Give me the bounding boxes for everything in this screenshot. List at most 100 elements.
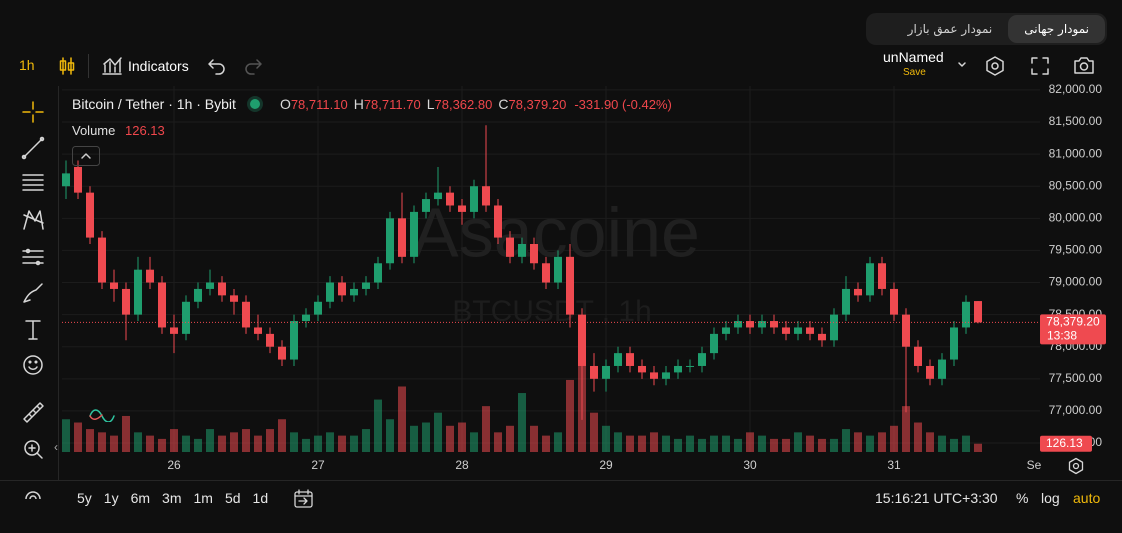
volume-bar [794,432,802,452]
volume-bar [722,435,730,452]
candle-body [326,282,334,302]
x-tick-label: 27 [311,458,325,472]
volume-bar [734,438,742,452]
indicators-button[interactable]: Indicators [128,58,189,74]
ohlc-value: 78,711.70 [363,96,421,112]
volume-bar [182,435,190,452]
save-button[interactable]: Save [903,67,926,78]
y-tick-label: 77,500.00 [1049,371,1103,385]
axis-settings-icon[interactable] [1067,457,1085,475]
range-button[interactable]: 6m [130,490,151,506]
tab[interactable]: نمودار عمق بازار [907,22,993,36]
volume-bar [770,438,778,452]
candle-body [398,218,406,257]
volume-bar [842,429,850,452]
candle-body [98,237,106,283]
indicators-icon[interactable] [101,56,123,76]
volume-bar [242,429,250,452]
volume-bar [782,438,790,452]
volume-bar [890,425,898,452]
auto-toggle[interactable]: auto [1073,490,1101,506]
volume-bar [230,432,238,452]
screenshot-icon[interactable] [1073,55,1095,75]
x-tick-label: 31 [887,458,901,472]
candle-body [698,353,706,366]
symbol-title: Bitcoin / Tether · 1h · Bybit [72,96,236,112]
ohlc-value: 78,379.20 [508,96,567,112]
candle-body [266,333,274,347]
range-button[interactable]: 1d [252,490,269,506]
x-tick-label: 30 [743,458,757,472]
candle-body [230,295,238,302]
market-status [249,99,260,109]
chart-type-icon[interactable] [58,56,76,76]
volume-bar [962,435,970,452]
candle-body [62,173,70,187]
volume-bar [62,419,70,452]
volume-bar [218,435,226,452]
volume-bar [158,438,166,452]
candle-body [134,269,142,315]
layout-menu-icon[interactable] [956,60,968,70]
volume-bar [410,425,418,452]
ohlc-key: O [279,96,291,112]
candle-body [218,282,226,296]
tab[interactable]: نمودار جهانی [1008,15,1105,43]
collapse-legend-button[interactable] [72,146,100,166]
volume-bar [422,422,430,452]
range-button[interactable]: 3m [162,490,182,506]
volume-bar [926,432,934,452]
candle-body [518,244,526,257]
separator [88,54,89,78]
candle-body [950,327,958,360]
countdown: 13:38 [1047,329,1077,343]
candle-body [914,346,922,366]
layout-name[interactable]: unNamed [883,49,944,65]
ohlc-value: 78,362.80 [434,96,493,112]
candle-body [362,282,370,289]
range-button[interactable]: 5d [224,490,241,506]
scroll-left[interactable]: ‹ [54,440,58,454]
log-toggle[interactable]: log [1041,490,1060,506]
volume-bar [758,435,766,452]
candle-body [482,186,490,206]
view-tabs: نمودار جهانی نمودار عمق بازار [866,13,1107,45]
volume-bar [566,379,574,452]
candle-body [458,205,466,212]
candle-body [470,186,478,212]
volume-bar [362,429,370,452]
range-button[interactable]: 1y [103,490,119,506]
interval-button[interactable]: 1h [19,57,35,73]
date-range-icon[interactable] [293,489,315,509]
volume-bar [110,435,118,452]
undo-icon[interactable] [207,57,227,75]
percent-toggle[interactable]: % [1016,490,1029,506]
volume-bar [902,406,910,452]
volume-bar [854,432,862,452]
range-button[interactable]: 5y [77,490,92,506]
y-tick-label: 81,000.00 [1049,146,1103,160]
volume-bar [290,432,298,452]
candle-body [734,321,742,328]
separator [0,480,1122,481]
candle-body [194,288,202,302]
candle-body [602,365,610,379]
fullscreen-icon[interactable] [1030,56,1050,76]
candle-body [530,244,538,264]
volume-bar [626,435,634,452]
candle-body [842,288,850,315]
settings-icon[interactable] [984,55,1006,77]
range-button[interactable]: 1m [193,490,213,506]
candle-body [254,327,262,334]
last-price-tag [1040,314,1106,345]
redo-icon[interactable] [243,57,263,75]
candle-body [494,205,502,238]
drawing-toolbar[interactable] [20,99,46,499]
candle-body [830,314,838,341]
volume-indicator-icon[interactable] [87,404,117,422]
volume-bar [686,435,694,452]
y-tick-label: 80,000.00 [1049,210,1103,224]
watermark-symbol: BTCUSDT , 1h [452,295,652,328]
